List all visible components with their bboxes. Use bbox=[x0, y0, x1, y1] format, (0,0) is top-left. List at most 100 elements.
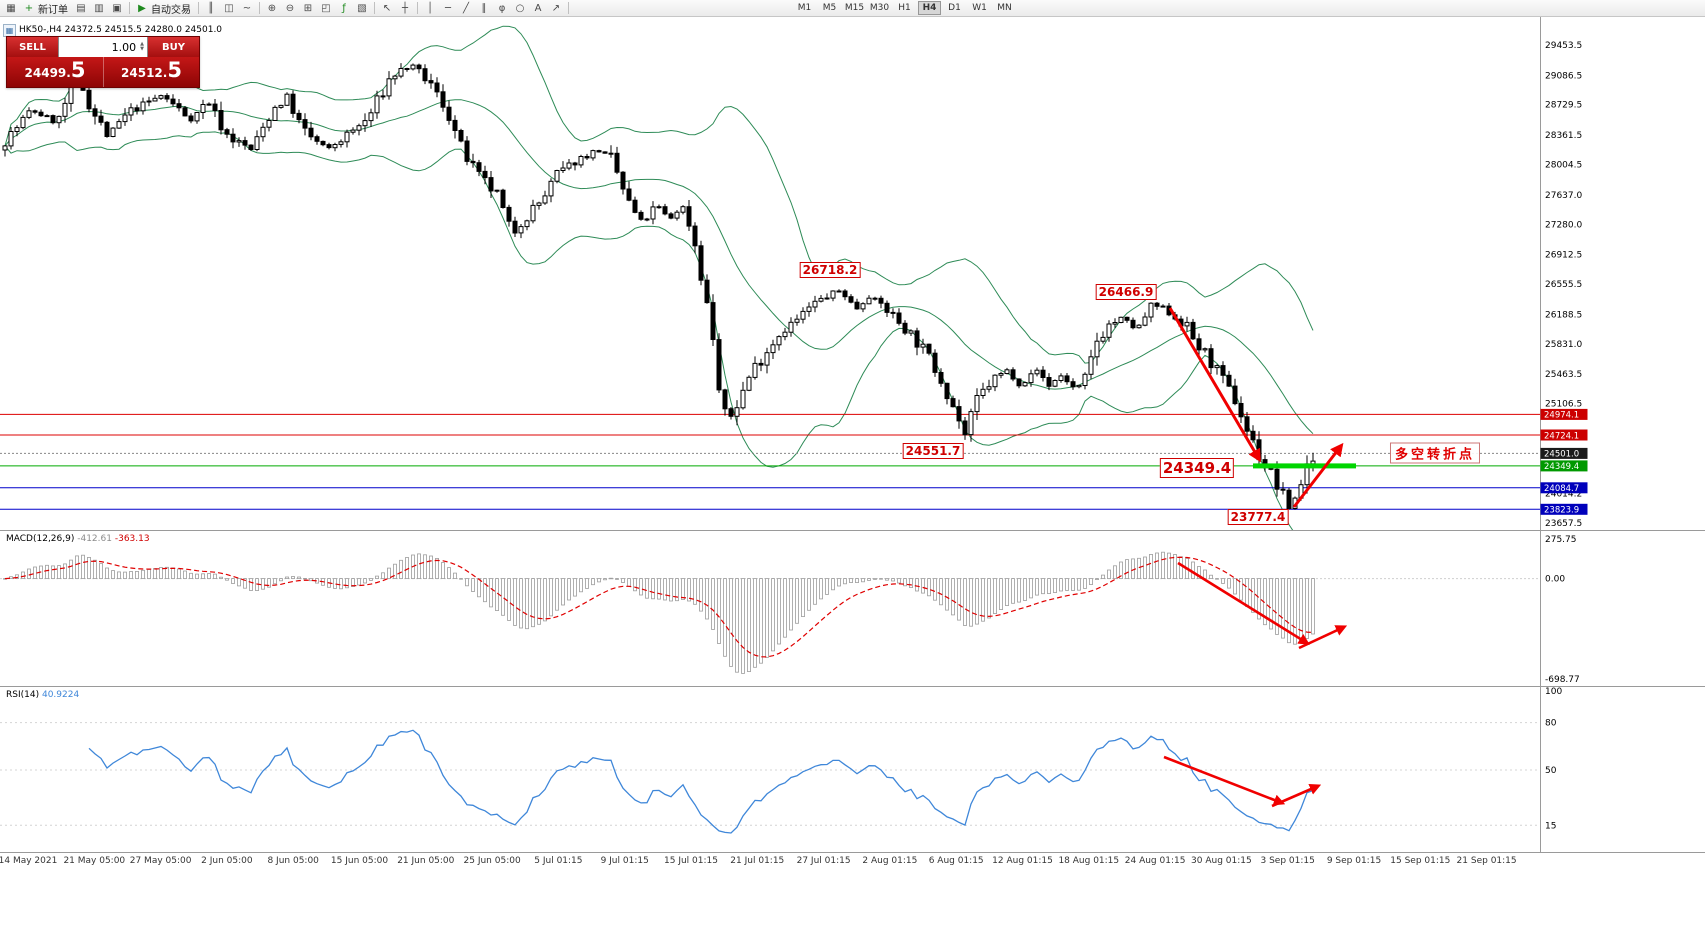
time-axis-label: 21 Jun 05:00 bbox=[397, 856, 455, 866]
turning-point-label[interactable]: 多空转折点 bbox=[1389, 442, 1481, 464]
timeframe-button-m15[interactable]: M15 bbox=[844, 3, 865, 13]
channel-icon[interactable]: ∥ bbox=[481, 2, 487, 14]
time-axis-label: 30 Aug 01:15 bbox=[1191, 856, 1252, 866]
support-zone-highlight[interactable] bbox=[1253, 463, 1356, 469]
trendline-icon[interactable]: ╱ bbox=[462, 2, 470, 14]
time-axis-label: 27 May 05:00 bbox=[129, 856, 192, 866]
candlesticks bbox=[2, 63, 1316, 510]
trend-arrow[interactable] bbox=[1292, 442, 1344, 508]
spinner-up-icon[interactable]: ▲ bbox=[140, 41, 144, 47]
svg-text:24084.7: 24084.7 bbox=[1544, 484, 1579, 494]
zoom-in-icon[interactable]: ⊕ bbox=[267, 2, 277, 14]
new-order-icon[interactable]: + bbox=[24, 2, 34, 14]
trend-arrow[interactable] bbox=[1271, 783, 1322, 808]
horizontal-line-icon[interactable]: ─ bbox=[444, 2, 452, 14]
trend-arrow[interactable] bbox=[1168, 307, 1262, 463]
macd-panel[interactable]: 275.75 0.00 -698.77 bbox=[0, 531, 1705, 687]
svg-text:26912.5: 26912.5 bbox=[1545, 251, 1582, 261]
svg-text:24974.1: 24974.1 bbox=[1544, 411, 1579, 421]
svg-text:29453.5: 29453.5 bbox=[1545, 41, 1582, 51]
spinner-down-icon[interactable]: ▼ bbox=[140, 46, 144, 52]
bar-chart-icon[interactable]: ║ bbox=[207, 2, 215, 14]
candlestick-chart-icon[interactable]: ◫ bbox=[224, 2, 234, 14]
volume-spinner[interactable]: ▲ ▼ bbox=[140, 42, 144, 52]
market-watch-icon[interactable]: ▤ bbox=[76, 2, 86, 14]
price-scale-tag: 24501.0 bbox=[1540, 447, 1588, 460]
time-axis-label: 15 Jul 01:15 bbox=[664, 856, 718, 866]
svg-text:15: 15 bbox=[1545, 821, 1556, 831]
sell-button[interactable]: SELL bbox=[7, 37, 58, 57]
svg-text:-698.77: -698.77 bbox=[1545, 675, 1580, 685]
toolbar-separator bbox=[198, 2, 199, 14]
macd-name: MACD(12,26,9) bbox=[6, 534, 75, 544]
price-chart-canvas[interactable]: 29453.5 29086.5 28729.5 28361.5 28004.5 27637… bbox=[0, 17, 1705, 531]
price-annotation[interactable]: 23777.4 bbox=[1227, 509, 1289, 525]
indicators-icon[interactable]: ƒ bbox=[342, 2, 346, 14]
text-icon[interactable]: A bbox=[534, 2, 542, 14]
price-scale-tag: 24974.1 bbox=[1540, 408, 1588, 421]
sell-price-pip: 5 bbox=[70, 58, 86, 82]
toolbar-icon-group: ▦ + 新订单 ▤ ▥ ▣ ▶ 自动交易 ║ ◫ ~ ⊕ ⊖ ⊞ ◰ ƒ ▧ ↖ ┼ │ ─ ╱ ∥ φ ○ A ↗ bbox=[2, 0, 572, 17]
time-axis-label: 6 Aug 01:15 bbox=[928, 856, 984, 866]
time-axis[interactable]: 14 May 2021 21 May 05:00 27 May 05:00 2 Jun… bbox=[0, 853, 1705, 873]
time-axis-label: 8 Jun 05:00 bbox=[267, 856, 319, 866]
timeframe-button-d1[interactable]: D1 bbox=[948, 3, 961, 13]
rsi-panel[interactable]: 100 80 50 15 bbox=[0, 687, 1705, 853]
timeframe-button-m1[interactable]: M1 bbox=[797, 3, 812, 13]
svg-text:29086.5: 29086.5 bbox=[1545, 71, 1582, 81]
autotrade-icon[interactable]: ▶ bbox=[138, 2, 146, 14]
data-window-icon[interactable]: ▥ bbox=[94, 2, 104, 14]
templates-icon[interactable]: ▧ bbox=[357, 2, 367, 14]
timeframe-button-m5[interactable]: M5 bbox=[822, 3, 837, 13]
toolbar-separator bbox=[568, 2, 569, 14]
timeframe-button-h1[interactable]: H1 bbox=[898, 3, 911, 13]
trend-arrow[interactable] bbox=[1298, 625, 1348, 650]
sell-price[interactable]: 24499. 5 bbox=[7, 57, 103, 87]
trend-arrow[interactable] bbox=[1163, 755, 1286, 806]
buy-price[interactable]: 24512. 5 bbox=[103, 57, 199, 87]
volume-input[interactable]: 1.00 ▲ ▼ bbox=[58, 37, 148, 57]
new-order-label[interactable]: 新订单 bbox=[38, 4, 68, 16]
svg-text:28729.5: 28729.5 bbox=[1545, 101, 1582, 111]
price-annotation[interactable]: 26466.9 bbox=[1095, 284, 1157, 300]
autotrade-label[interactable]: 自动交易 bbox=[151, 4, 191, 16]
buy-button[interactable]: BUY bbox=[148, 37, 199, 57]
time-axis-label: 21 Sep 01:15 bbox=[1456, 856, 1517, 866]
new-chart-icon[interactable]: ▦ bbox=[6, 2, 16, 14]
bollinger-upper-band bbox=[4, 25, 1314, 364]
svg-text:25106.5: 25106.5 bbox=[1545, 400, 1582, 410]
svg-text:23657.5: 23657.5 bbox=[1545, 519, 1582, 529]
timeframe-button-w1[interactable]: W1 bbox=[972, 3, 987, 13]
chart-ohlc-title: HK50-,H4 24372.5 24515.5 24280.0 24501.0 bbox=[19, 25, 223, 35]
svg-text:23823.9: 23823.9 bbox=[1544, 506, 1579, 516]
navigator-icon[interactable]: ▣ bbox=[112, 2, 122, 14]
arrow-tool-icon[interactable]: ↗ bbox=[551, 2, 561, 14]
vertical-line-icon[interactable]: │ bbox=[426, 2, 434, 14]
timeframe-button-mn[interactable]: MN bbox=[997, 3, 1012, 13]
tile-windows-icon[interactable]: ⊞ bbox=[303, 2, 313, 14]
line-chart-icon[interactable]: ~ bbox=[242, 2, 252, 14]
sell-price-int: 24499. bbox=[24, 66, 71, 80]
fibonacci-icon[interactable]: φ bbox=[498, 2, 506, 14]
time-axis-label: 5 Jul 01:15 bbox=[534, 856, 583, 866]
toolbar-separator bbox=[374, 2, 375, 14]
cascade-windows-icon[interactable]: ◰ bbox=[321, 2, 331, 14]
bollinger-lower-band bbox=[4, 131, 1294, 531]
trend-arrow[interactable] bbox=[1177, 561, 1310, 645]
timeframe-button-h4[interactable]: H4 bbox=[918, 1, 941, 15]
price-annotation[interactable]: 24551.7 bbox=[902, 443, 964, 459]
time-axis-label: 2 Jun 05:00 bbox=[201, 856, 253, 866]
svg-text:24014.2: 24014.2 bbox=[1545, 490, 1582, 500]
shapes-icon[interactable]: ○ bbox=[515, 2, 525, 14]
timeframe-button-m30[interactable]: M30 bbox=[869, 3, 890, 13]
svg-text:0.00: 0.00 bbox=[1545, 575, 1565, 585]
svg-text:25831.0: 25831.0 bbox=[1545, 340, 1582, 350]
svg-text:26555.5: 26555.5 bbox=[1545, 280, 1582, 290]
price-annotation[interactable]: 24349.4 bbox=[1159, 458, 1235, 478]
time-axis-label: 21 Jul 01:15 bbox=[730, 856, 785, 866]
zoom-out-icon[interactable]: ⊖ bbox=[285, 2, 295, 14]
crosshair-icon[interactable]: ┼ bbox=[401, 2, 409, 14]
cursor-icon[interactable]: ↖ bbox=[382, 2, 392, 14]
price-annotation[interactable]: 26718.2 bbox=[799, 262, 861, 278]
